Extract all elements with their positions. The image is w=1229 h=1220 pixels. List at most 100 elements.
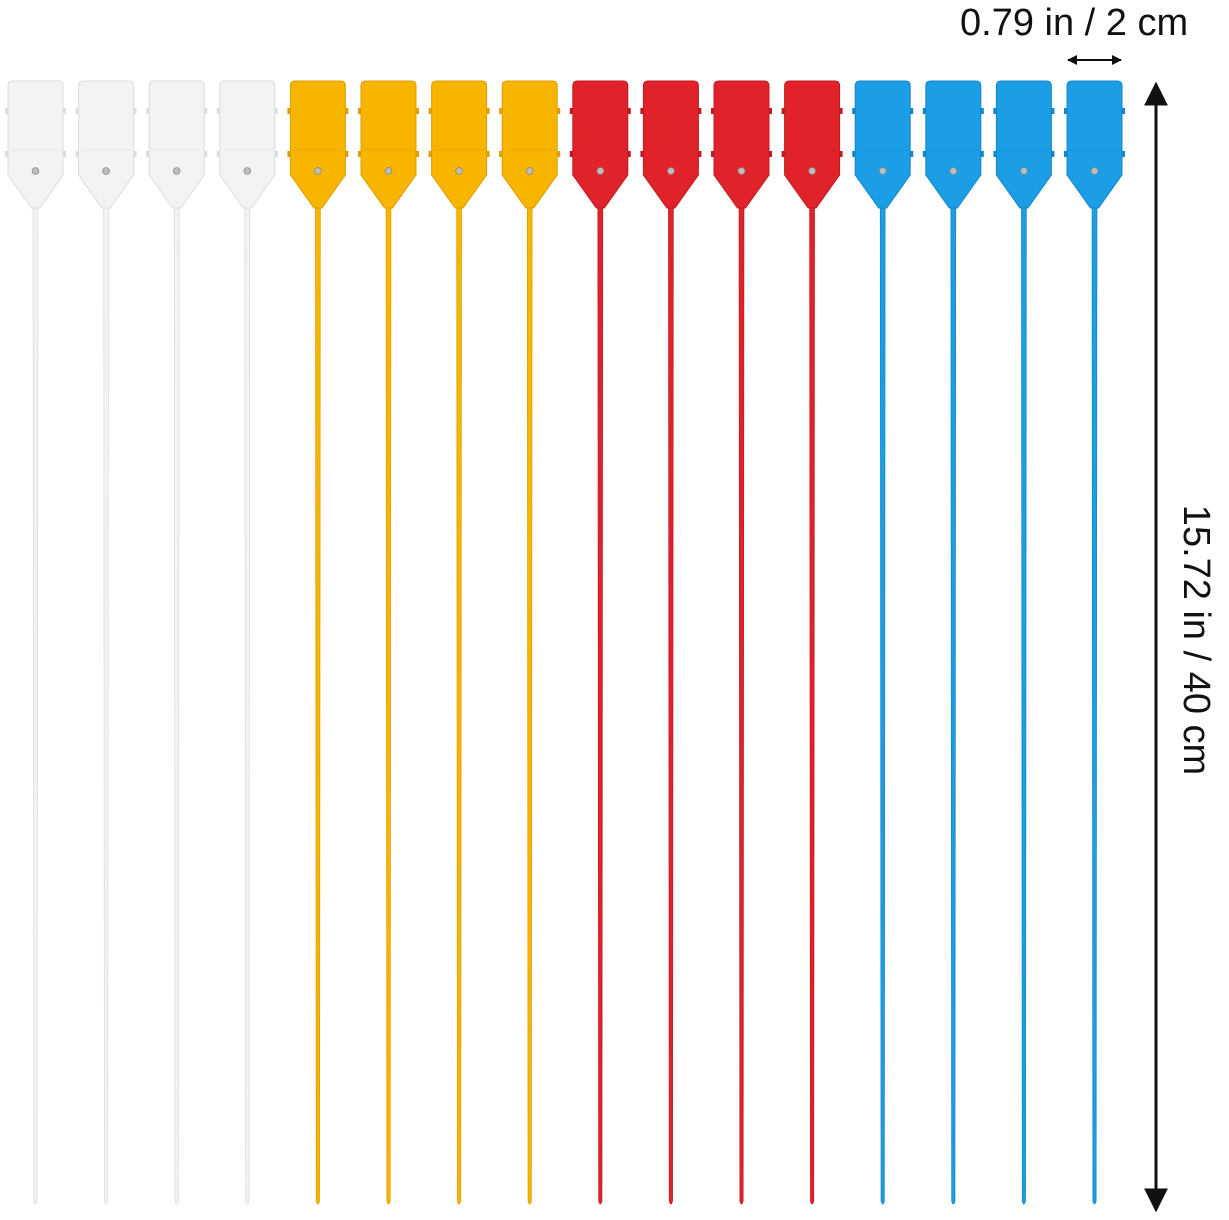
tag-head <box>854 80 911 209</box>
security-tag-red <box>569 80 631 1205</box>
tag-notch <box>63 108 66 114</box>
security-tag-yellow <box>358 80 419 1205</box>
tag-hole <box>384 167 393 175</box>
tag-notch <box>839 151 843 157</box>
security-tag-white <box>216 80 278 1205</box>
tag-notch <box>557 108 561 114</box>
tag-notch <box>852 108 856 114</box>
tag-hole <box>172 167 181 175</box>
tag-notch <box>1122 108 1125 114</box>
tag-hole <box>596 167 605 175</box>
width-dimension-label: 0.79 in / 2 cm <box>960 2 1189 44</box>
security-tag-yellow <box>428 80 490 1205</box>
tag-hole <box>102 167 110 175</box>
tag-notch <box>345 151 349 157</box>
tag-notch <box>922 151 926 157</box>
tag-notch <box>358 108 361 114</box>
tag-notch <box>1064 151 1067 157</box>
tags-group <box>5 80 1125 1205</box>
tag-hole <box>949 167 958 175</box>
tag-head <box>925 80 982 209</box>
security-tag-blue <box>852 80 914 1205</box>
tag-notch <box>5 151 8 157</box>
security-tag-blue <box>993 80 1055 1205</box>
tag-notch <box>345 108 349 114</box>
tag-notch <box>627 151 631 157</box>
tag-strap <box>315 203 321 1205</box>
tag-hole <box>808 167 816 175</box>
tag-strap <box>456 203 462 1205</box>
tag-notch <box>839 108 843 114</box>
tag-head <box>713 80 770 209</box>
tag-notch <box>133 151 137 157</box>
tag-strap <box>950 203 957 1205</box>
tag-notch <box>557 151 561 157</box>
tag-notch <box>993 151 997 157</box>
tag-notch <box>133 108 137 114</box>
tag-notch <box>640 108 644 114</box>
tag-hole <box>1090 167 1099 175</box>
security-tag-red <box>781 80 843 1205</box>
tag-notch <box>1122 151 1125 157</box>
tag-hole <box>314 167 322 175</box>
tag-strap <box>738 203 745 1205</box>
tag-notch <box>698 151 702 157</box>
tag-notch <box>711 108 714 114</box>
security-tag-blue <box>922 80 984 1205</box>
tag-notch <box>640 151 644 157</box>
tag-notch <box>769 108 772 114</box>
tag-head <box>148 80 205 209</box>
tag-hole <box>737 167 746 175</box>
tag-notch <box>416 108 419 114</box>
security-tag-yellow <box>287 80 349 1205</box>
tag-notch <box>216 108 220 114</box>
tag-head <box>431 80 488 209</box>
tag-strap <box>809 203 815 1205</box>
tag-strap <box>597 203 604 1205</box>
tag-head <box>289 80 346 209</box>
tag-notch <box>781 151 785 157</box>
tag-hole <box>667 167 675 175</box>
tag-notch <box>486 151 490 157</box>
security-tag-white <box>146 80 208 1205</box>
security-tag-red <box>640 80 702 1205</box>
tag-hole <box>31 167 40 175</box>
tag-hole <box>878 167 887 175</box>
tag-strap <box>173 203 180 1205</box>
tag-notch <box>274 151 278 157</box>
tag-head <box>360 80 417 209</box>
tag-head <box>501 80 558 209</box>
tag-strap <box>103 203 109 1205</box>
tag-notch <box>769 151 772 157</box>
tag-notch <box>711 151 714 157</box>
tag-notch <box>216 151 220 157</box>
tag-notch <box>627 108 631 114</box>
tag-head <box>572 80 629 209</box>
tag-notch <box>204 108 208 114</box>
height-dimension-label: 15.72 in / 40 cm <box>1175 504 1217 776</box>
tag-notch <box>910 108 914 114</box>
tag-hole <box>1020 167 1028 175</box>
tag-notch <box>75 151 79 157</box>
security-tag-blue <box>1064 80 1125 1205</box>
tag-notch <box>416 151 419 157</box>
tag-notch <box>781 108 785 114</box>
tag-head <box>995 80 1052 209</box>
tag-notch <box>910 151 914 157</box>
tag-notch <box>980 108 984 114</box>
tag-notch <box>569 151 573 157</box>
tag-notch <box>287 108 291 114</box>
tag-notch <box>698 108 702 114</box>
tag-strap <box>879 203 886 1205</box>
tag-notch <box>852 151 856 157</box>
tag-notch <box>499 108 503 114</box>
security-tag-white <box>75 80 137 1205</box>
tag-head <box>78 80 135 209</box>
tag-notch <box>75 108 79 114</box>
tag-strap <box>1021 203 1027 1205</box>
tag-notch <box>428 108 432 114</box>
security-tag-yellow <box>499 80 561 1205</box>
tag-strap <box>668 203 674 1205</box>
